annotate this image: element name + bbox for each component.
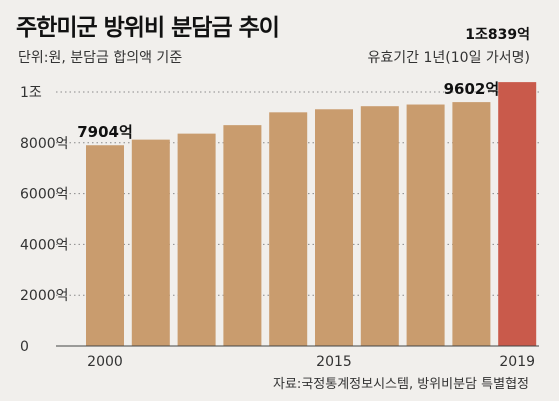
bar [452,102,491,347]
y-tick-label: 2000억 [20,288,69,304]
x-tick-label: 2015 [316,354,352,370]
bar [406,104,445,346]
bar [86,145,124,346]
data-label: 7904억 [77,123,133,141]
y-tick-label: 1조 [20,85,42,101]
bar [223,125,262,346]
y-tick-label: 4000억 [20,237,69,253]
x-tick-label: 2000 [87,354,123,370]
y-tick-label: 0 [20,339,29,355]
y-tick-label: 8000억 [20,136,69,152]
source-note: 자료:국정통계정보시스템, 방위비분담 특별협정 [273,377,529,392]
x-tick-label: 2019 [499,354,535,370]
y-tick-label: 6000억 [20,187,69,203]
latest-value-label: 1조839억 [465,27,530,43]
bar [177,133,216,346]
bar [131,139,170,346]
chart-subtitle: 단위:원, 분담금 합의액 기준 [18,50,183,66]
bar [315,109,353,346]
data-label: 9602억 [444,80,500,98]
bar [360,106,399,346]
bar [269,112,308,346]
highlight-bar [498,82,537,347]
chart-title: 주한미군 방위비 분담금 추이 [16,15,280,41]
latest-value-note: 유효기간 1년(10일 가서명) [367,50,530,66]
